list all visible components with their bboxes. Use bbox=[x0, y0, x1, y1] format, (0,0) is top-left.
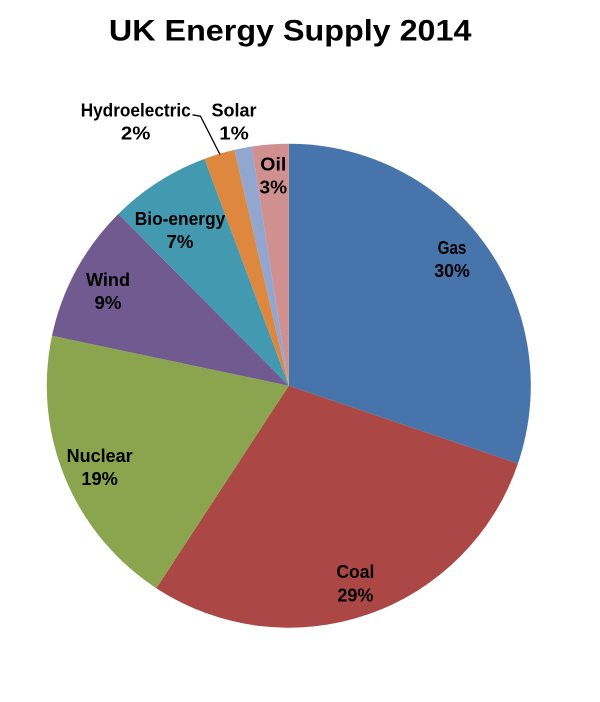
svg-text:Oil: Oil bbox=[260, 155, 286, 175]
svg-text:3%: 3% bbox=[260, 178, 288, 198]
svg-text:9%: 9% bbox=[95, 293, 122, 313]
svg-text:29%: 29% bbox=[337, 586, 373, 606]
svg-text:Nuclear: Nuclear bbox=[67, 446, 133, 466]
svg-text:Bio-energy: Bio-energy bbox=[135, 209, 226, 229]
svg-text:1%: 1% bbox=[219, 124, 249, 144]
svg-text:19%: 19% bbox=[81, 469, 118, 489]
svg-text:Coal: Coal bbox=[336, 562, 374, 582]
svg-text:UK Energy Supply 2014: UK Energy Supply 2014 bbox=[109, 14, 472, 47]
svg-text:Gas: Gas bbox=[438, 238, 467, 258]
svg-text:Solar: Solar bbox=[212, 101, 257, 121]
svg-text:2%: 2% bbox=[121, 124, 151, 144]
svg-text:7%: 7% bbox=[167, 232, 194, 252]
svg-text:Wind: Wind bbox=[86, 270, 130, 290]
svg-text:30%: 30% bbox=[434, 261, 470, 281]
svg-text:Hydroelectric: Hydroelectric bbox=[81, 101, 191, 121]
